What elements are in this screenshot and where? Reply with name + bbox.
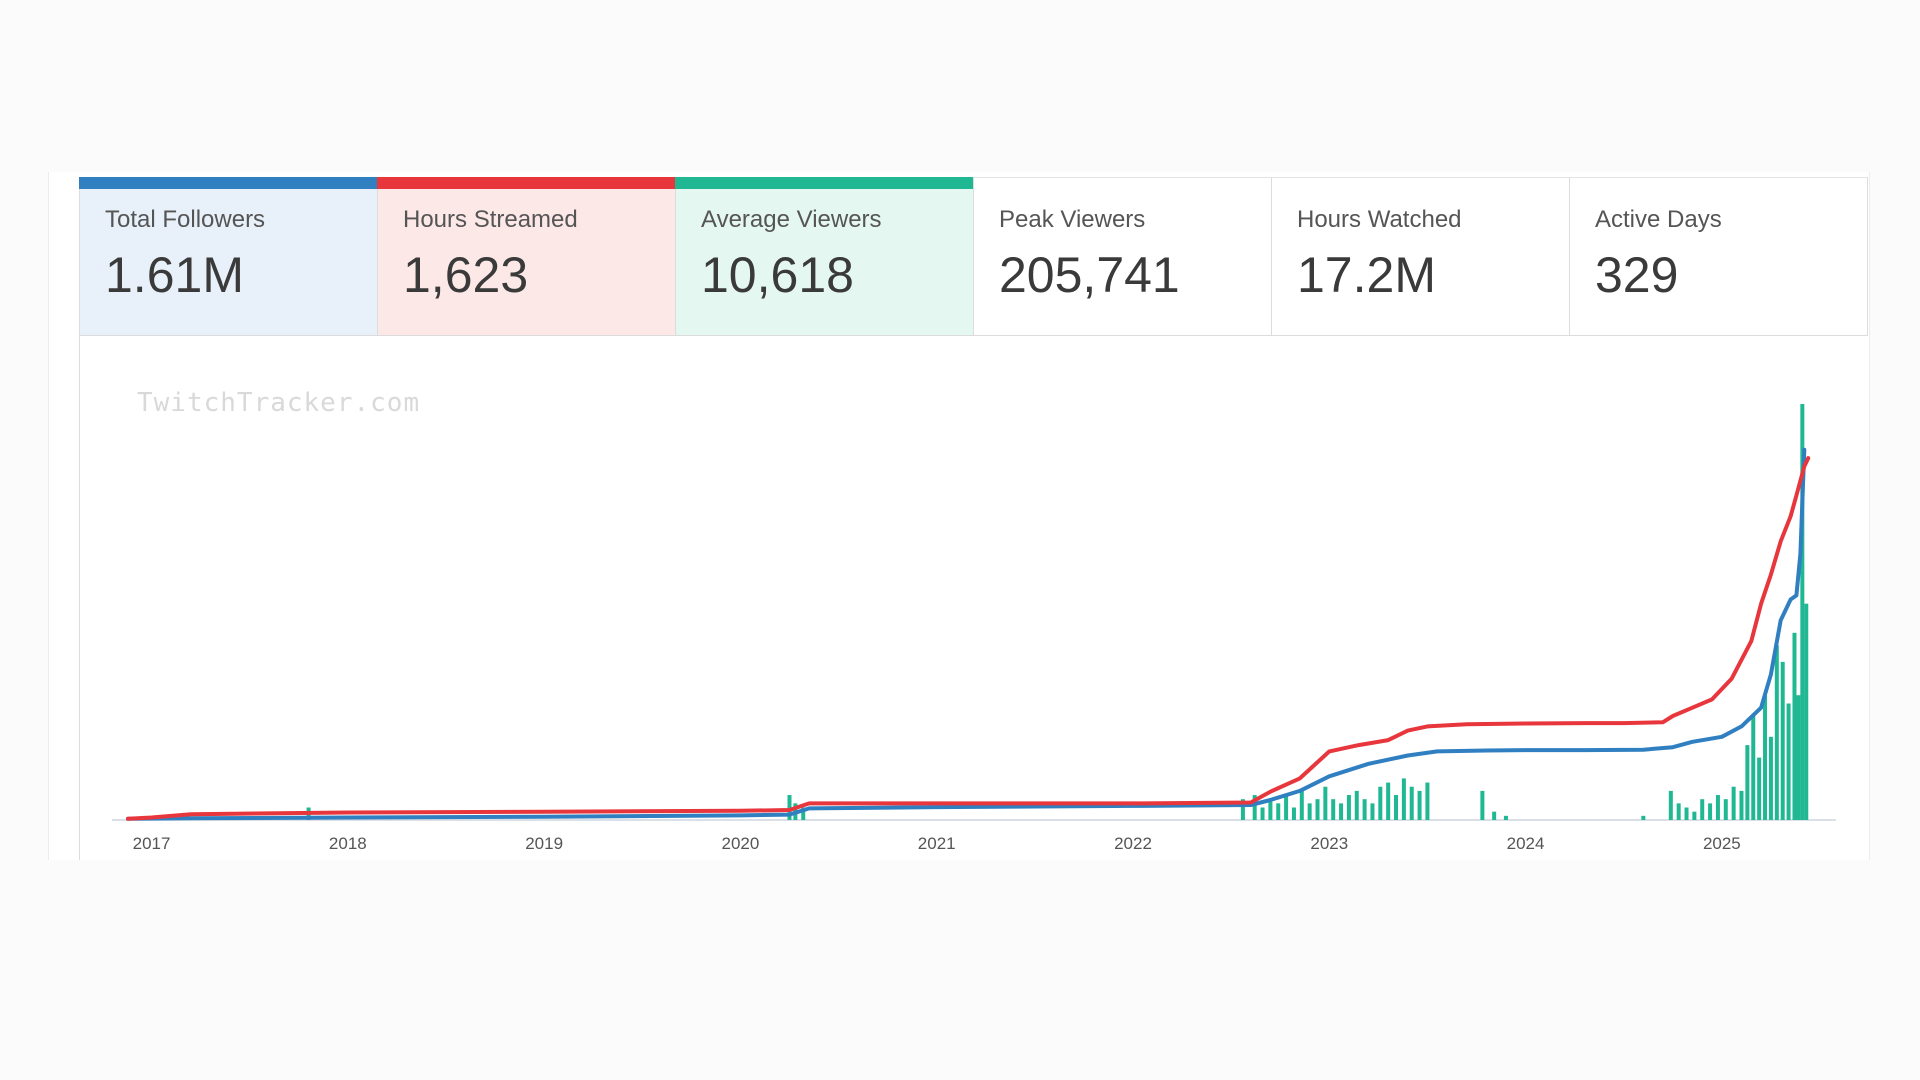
- viewers-bar: [1268, 799, 1273, 820]
- viewers-bar: [1346, 795, 1351, 820]
- stat-label: Active Days: [1595, 206, 1722, 233]
- viewers-bar: [1731, 786, 1736, 820]
- viewers-bar: [1692, 811, 1697, 820]
- viewers-bar: [1700, 799, 1705, 820]
- stat-card-accent-bar: [377, 177, 675, 189]
- viewers-bar: [1792, 632, 1797, 820]
- stat-value: 17.2M: [1297, 247, 1436, 303]
- x-tick-label: 2021: [918, 834, 956, 853]
- followers-line: [126, 447, 1807, 821]
- x-tick-label: 2018: [329, 834, 367, 853]
- viewers-bar: [1339, 803, 1344, 820]
- viewers-bar: [1370, 803, 1375, 820]
- viewers-bar: [1331, 799, 1336, 820]
- viewers-bar: [1394, 795, 1399, 820]
- viewers-bar: [1260, 807, 1265, 820]
- stat-value: 329: [1595, 247, 1679, 303]
- viewers-bar: [1745, 745, 1750, 820]
- viewers-bar: [1708, 803, 1713, 820]
- stat-card-accent-bar: [675, 177, 973, 189]
- viewers-bar: [1641, 815, 1646, 820]
- viewers-bar: [1751, 716, 1756, 820]
- viewers-bar: [1763, 695, 1768, 820]
- viewers-bar: [1252, 795, 1257, 820]
- stat-label: Hours Watched: [1297, 206, 1462, 233]
- viewers-bar: [1299, 790, 1304, 820]
- hours_streamed-line: [126, 456, 1811, 821]
- viewers-bar: [1425, 782, 1430, 820]
- x-tick-label: 2020: [722, 834, 760, 853]
- viewers-bar: [1315, 799, 1320, 820]
- x-tick-label: 2025: [1703, 834, 1741, 853]
- stat-card-total-followers: Total Followers 1.61M: [79, 177, 377, 335]
- viewers-bar: [1739, 790, 1744, 820]
- x-tick-label: 2022: [1114, 834, 1152, 853]
- stat-card-active-days: Active Days 329: [1569, 177, 1867, 335]
- viewers-bar: [1362, 799, 1367, 820]
- chart-area: [79, 335, 1868, 860]
- stat-label: Average Viewers: [701, 206, 882, 233]
- viewers-bar: [1240, 799, 1245, 820]
- viewers-bar: [1480, 790, 1485, 820]
- stat-label: Peak Viewers: [999, 206, 1146, 233]
- x-tick-label: 2017: [133, 834, 171, 853]
- x-tick-label: 2019: [525, 834, 563, 853]
- x-tick-label: 2024: [1507, 834, 1545, 853]
- stats-row: Total Followers 1.61M Hours Streamed 1,6…: [79, 177, 1868, 336]
- stat-card-hours-streamed: Hours Streamed 1,623: [377, 177, 675, 335]
- watermark: TwitchTracker.com: [137, 388, 421, 418]
- viewers-bar: [1684, 807, 1689, 820]
- viewers-bar: [1715, 795, 1720, 820]
- viewers-bar: [801, 807, 806, 820]
- x-tick-label: 2023: [1310, 834, 1348, 853]
- viewers-bar: [1774, 645, 1779, 820]
- viewers-bar: [1354, 790, 1359, 820]
- viewers-bar: [1417, 790, 1422, 820]
- stat-value: 1.61M: [105, 247, 244, 303]
- viewers-bar: [1780, 661, 1785, 820]
- stat-label: Total Followers: [105, 206, 266, 233]
- viewers-bar: [1796, 695, 1801, 820]
- viewers-bar: [1378, 786, 1383, 820]
- stat-value: 1,623: [403, 247, 529, 303]
- stat-card-hours-watched: Hours Watched 17.2M: [1271, 177, 1569, 335]
- stat-value: 10,618: [701, 247, 854, 303]
- stat-label: Hours Streamed: [403, 206, 578, 233]
- viewers-bar: [1668, 790, 1673, 820]
- viewers-bar: [787, 795, 792, 820]
- viewers-bar: [1409, 786, 1414, 820]
- viewers-bar: [1291, 807, 1296, 820]
- stat-card-peak-viewers: Peak Viewers 205,741: [973, 177, 1271, 335]
- viewers-bar: [1757, 757, 1762, 820]
- viewers-bar: [1804, 603, 1809, 820]
- viewers-bar: [1492, 811, 1497, 820]
- viewers-bar: [1276, 803, 1281, 820]
- stat-card-accent-bar: [79, 177, 377, 189]
- viewers-bar: [1401, 778, 1406, 820]
- viewers-bar: [1284, 795, 1289, 820]
- viewers-bar: [1386, 782, 1391, 820]
- viewers-bar: [1786, 703, 1791, 820]
- viewers-bar: [1323, 786, 1328, 820]
- viewers-bar: [1768, 736, 1773, 820]
- stat-value: 205,741: [999, 247, 1180, 303]
- viewers-bar: [1307, 803, 1312, 820]
- viewers-bar: [1676, 803, 1681, 820]
- viewers-bar: [1800, 404, 1805, 820]
- viewers-bar: [1723, 799, 1728, 820]
- viewers-bar: [1503, 815, 1508, 820]
- stat-card-average-viewers: Average Viewers 10,618: [675, 177, 973, 335]
